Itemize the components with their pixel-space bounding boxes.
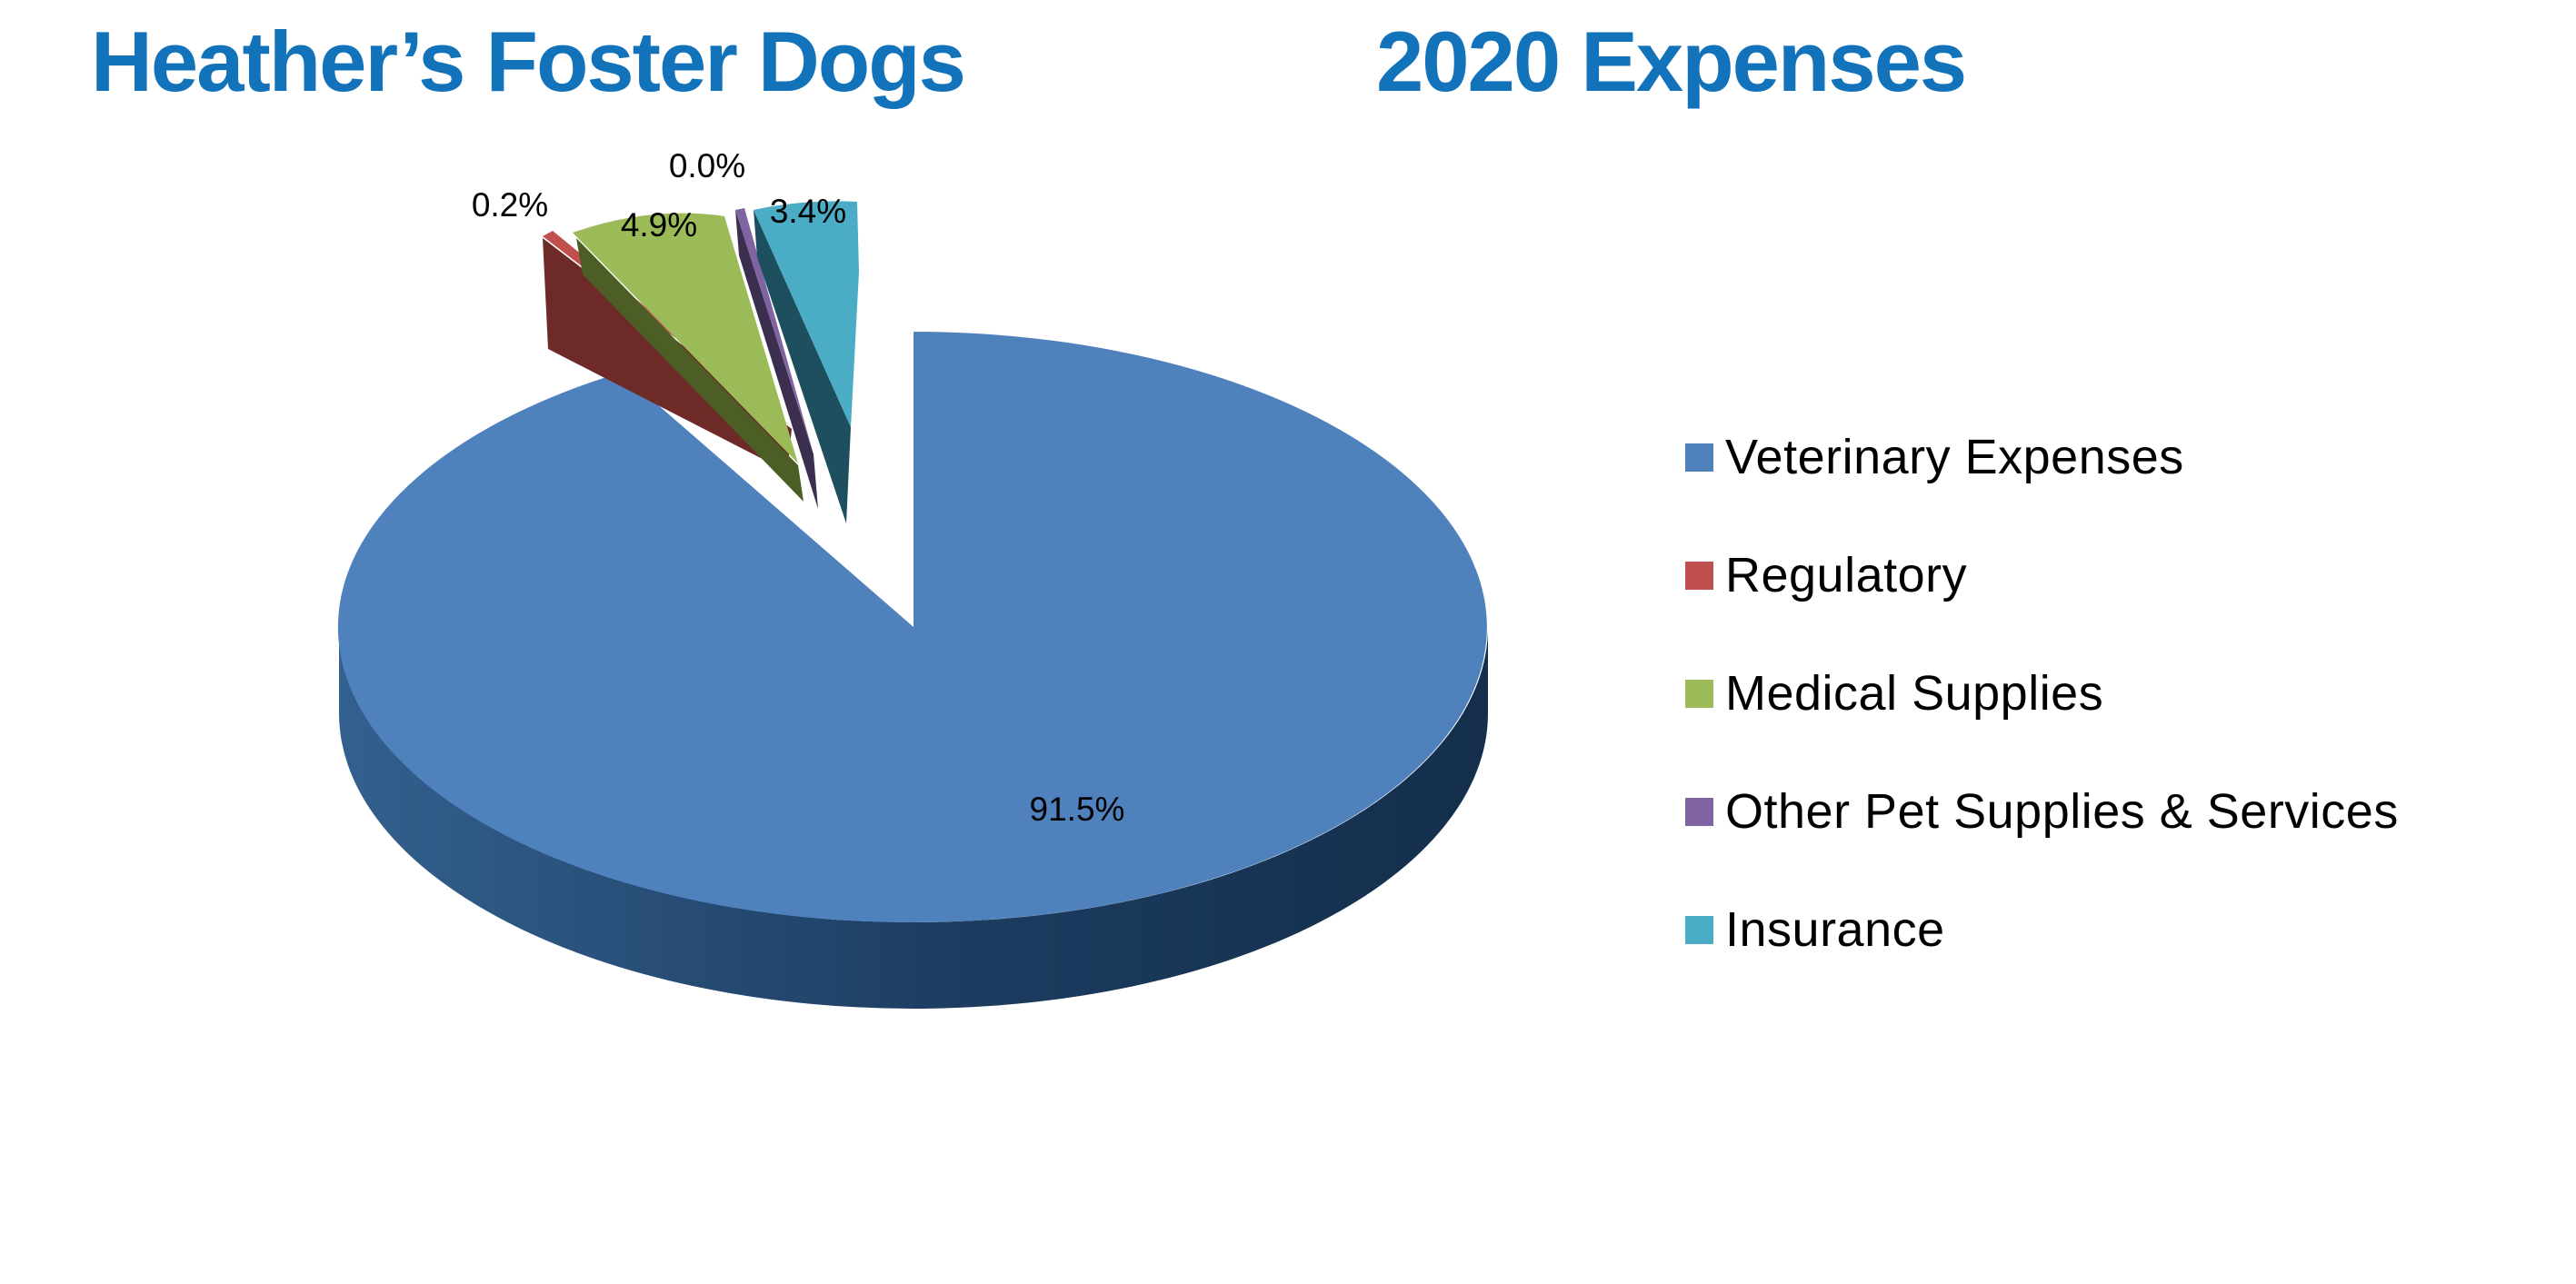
pie-slice-other-pet-supplies-services[interactable]: [735, 208, 814, 454]
pie-side-insurance: [754, 210, 851, 523]
slice-percent-label-medical-supplies: 4.9%: [621, 206, 697, 244]
legend-item-regulatory[interactable]: Regulatory: [1685, 548, 2399, 602]
legend-label: Veterinary Expenses: [1725, 430, 2184, 484]
legend-item-insurance[interactable]: Insurance: [1685, 902, 2399, 957]
legend-swatch-other-pet-supplies-services: [1685, 797, 1713, 826]
pie-side-other-pet-supplies-services: [735, 210, 818, 509]
legend-item-medical-supplies[interactable]: Medical Supplies: [1685, 666, 2399, 721]
legend-label: Regulatory: [1725, 548, 1968, 602]
legend-label: Insurance: [1725, 902, 1945, 957]
pie-slice-veterinary-expenses[interactable]: [337, 332, 1487, 922]
slice-percent-label-veterinary-expenses: 91.5%: [1030, 791, 1125, 828]
legend-swatch-veterinary-expenses: [1685, 443, 1713, 472]
legend-swatch-insurance: [1685, 915, 1713, 944]
slice-percent-label-insurance: 3.4%: [770, 193, 846, 230]
chart-title-right: 2020 Expenses: [1376, 14, 1967, 109]
legend: Veterinary Expenses Regulatory Medical S…: [1685, 430, 2399, 957]
slice-percent-label-regulatory: 0.2%: [472, 186, 548, 224]
legend-label: Other Pet Supplies & Services: [1725, 784, 2399, 839]
pie-side-medical-supplies: [576, 238, 804, 502]
pie-slice-medical-supplies[interactable]: [573, 213, 798, 464]
pie-side-veterinary-expenses: [339, 627, 1488, 1009]
chart-title-left: Heather’s Foster Dogs: [91, 14, 966, 109]
legend-swatch-regulatory: [1685, 561, 1713, 590]
legend-item-veterinary-expenses[interactable]: Veterinary Expenses: [1685, 430, 2399, 484]
legend-label: Medical Supplies: [1725, 666, 2104, 721]
pie-slice-insurance[interactable]: [754, 201, 859, 427]
legend-item-other-pet-supplies-services[interactable]: Other Pet Supplies & Services: [1685, 784, 2399, 839]
legend-swatch-medical-supplies: [1685, 679, 1713, 708]
slice-percent-label-other-pet-supplies-services: 0.0%: [669, 147, 745, 184]
